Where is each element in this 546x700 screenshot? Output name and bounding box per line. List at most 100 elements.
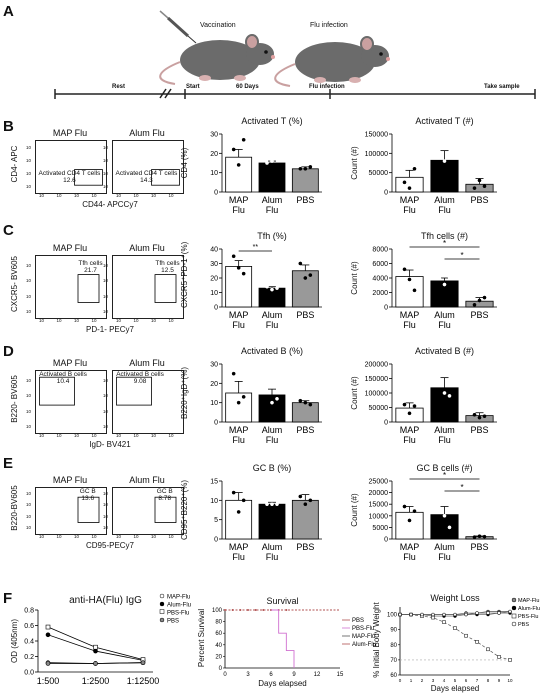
rowC-flow-alum-xtick: 10 <box>133 318 139 323</box>
panel-letter-a: A <box>3 3 14 20</box>
weight-xlabel: Days elapsed <box>430 684 480 693</box>
take-sample-label: Take sample <box>484 84 520 90</box>
survival-title: Survival <box>266 596 299 606</box>
data-point <box>464 633 468 638</box>
data-point <box>472 535 477 539</box>
rowD-flow-map-xtick: 10 <box>74 433 80 438</box>
y-tick-label: 4000 <box>372 276 388 283</box>
category-label: PBS <box>296 542 314 552</box>
category-label: Flu <box>266 205 279 215</box>
rowE-flow-map-ytick: 10 <box>26 513 32 519</box>
gate-name: Tfh cells <box>155 259 180 267</box>
category-label: Flu <box>232 205 245 215</box>
category-label: MAP <box>229 542 249 552</box>
y-tick-label: 10 <box>210 170 218 177</box>
data-point <box>412 404 417 408</box>
rowB-flow-alum-title: Alum Flu <box>129 128 165 138</box>
data-point <box>437 153 442 158</box>
data-point <box>453 612 457 617</box>
significance-label: * <box>460 251 463 260</box>
rowD-flow-map <box>35 370 107 434</box>
data-point <box>275 157 279 161</box>
rowB-flow-map-title: MAP Flu <box>52 128 88 138</box>
gate-name: GC B <box>79 487 96 495</box>
rowD-flow-map-ytick: 10 <box>26 393 32 398</box>
y-tick-label: 25000 <box>369 479 389 486</box>
category-label: PBS <box>470 310 488 320</box>
category-label: PBS <box>470 195 488 205</box>
rowD-flow-alum-title: Alum Flu <box>129 358 165 368</box>
significance-label: ** <box>253 244 259 251</box>
rowC-flow-map <box>35 255 107 319</box>
data-point <box>475 611 479 615</box>
data-point <box>464 612 468 617</box>
y-tick-label: 20000 <box>369 490 389 497</box>
data-point <box>437 502 442 507</box>
significance-label: * <box>460 483 463 492</box>
rowB-flow-map-xtick: 10 <box>39 193 45 198</box>
data-point <box>453 626 457 630</box>
rowE-flow-xlabel: CD95-PECy7 <box>85 541 134 550</box>
legend-marker <box>511 621 517 627</box>
y-tick-label: 150000 <box>365 376 388 383</box>
category-label: MAP <box>400 542 420 552</box>
data-point <box>442 159 447 163</box>
y-tick-label: 6000 <box>372 261 388 268</box>
y-tick-label: 2000 <box>372 290 388 297</box>
bar <box>395 176 424 193</box>
y-tick-label: 60 <box>215 631 222 637</box>
legend-marker <box>159 601 165 607</box>
legend-label: MAP-Flu <box>352 634 375 640</box>
rowB-flow-alum-ytick: 10 <box>103 145 109 150</box>
data-point <box>270 502 274 507</box>
rowB-flow-alum-ytick: 10 <box>103 171 109 176</box>
y-tick-label: 20 <box>215 654 222 660</box>
category-label: Alum <box>434 425 455 435</box>
y-tick-label: 0.4 <box>24 639 34 646</box>
legend-label: MAP-Flu <box>518 598 539 604</box>
y-tick-label: 15 <box>210 479 218 486</box>
data-point <box>45 661 51 666</box>
category-label: Flu <box>438 552 451 562</box>
category-label: Flu <box>232 320 245 330</box>
data-point <box>45 632 51 638</box>
rowE-flow-alum-ytick: 10 <box>103 525 109 530</box>
x-tick-label: 0 <box>223 672 227 678</box>
data-point <box>241 137 246 142</box>
mouse-icon-infection <box>274 36 390 87</box>
rowC-flow-alum-ytick: 10 <box>103 278 109 283</box>
data-point <box>407 518 412 523</box>
rowD-flow-alum-ytick: 10 <box>103 393 109 398</box>
data-point <box>437 373 442 378</box>
start-label: Start <box>186 84 200 90</box>
rowD-flow-map-xtick: 10 <box>39 433 45 438</box>
y-tick-label: 30 <box>210 362 218 369</box>
data-point <box>409 612 413 617</box>
rowB-flow-alum-xtick: 10 <box>133 193 139 198</box>
category-label: MAP <box>229 310 249 320</box>
data-point <box>231 147 236 152</box>
legend-label: Alum-Flu <box>167 603 191 609</box>
rowE-flow-alum-gate-label: GC B 8.78 <box>157 488 173 502</box>
x-tick-label: 1:12500 <box>127 676 160 686</box>
data-point <box>265 502 269 507</box>
rowE-flow-map-ytick: 10 <box>26 525 32 530</box>
legend-label: PBS <box>518 622 529 628</box>
y-tick-label: 0.8 <box>24 608 34 615</box>
category-label: Flu <box>403 205 416 215</box>
rowE-flow-map-title: MAP Flu <box>52 475 88 485</box>
x-tick-label: 3 <box>246 672 250 678</box>
rowE-flow-map-xtick: 10 <box>56 534 62 539</box>
bar <box>258 503 286 540</box>
rowE-flow-alum-ytick: 10 <box>103 513 109 519</box>
rowC-flow-map-xtick: 10 <box>74 318 80 323</box>
rowD-pct-chart-title: Activated B (%) <box>240 346 304 356</box>
data-point <box>298 398 303 403</box>
rowD-flow-map-xtick: 10 <box>91 433 97 438</box>
data-point <box>407 277 412 282</box>
y-tick-label: 10000 <box>369 513 389 520</box>
data-point <box>231 490 236 495</box>
panel-letter-e: E <box>3 455 14 472</box>
